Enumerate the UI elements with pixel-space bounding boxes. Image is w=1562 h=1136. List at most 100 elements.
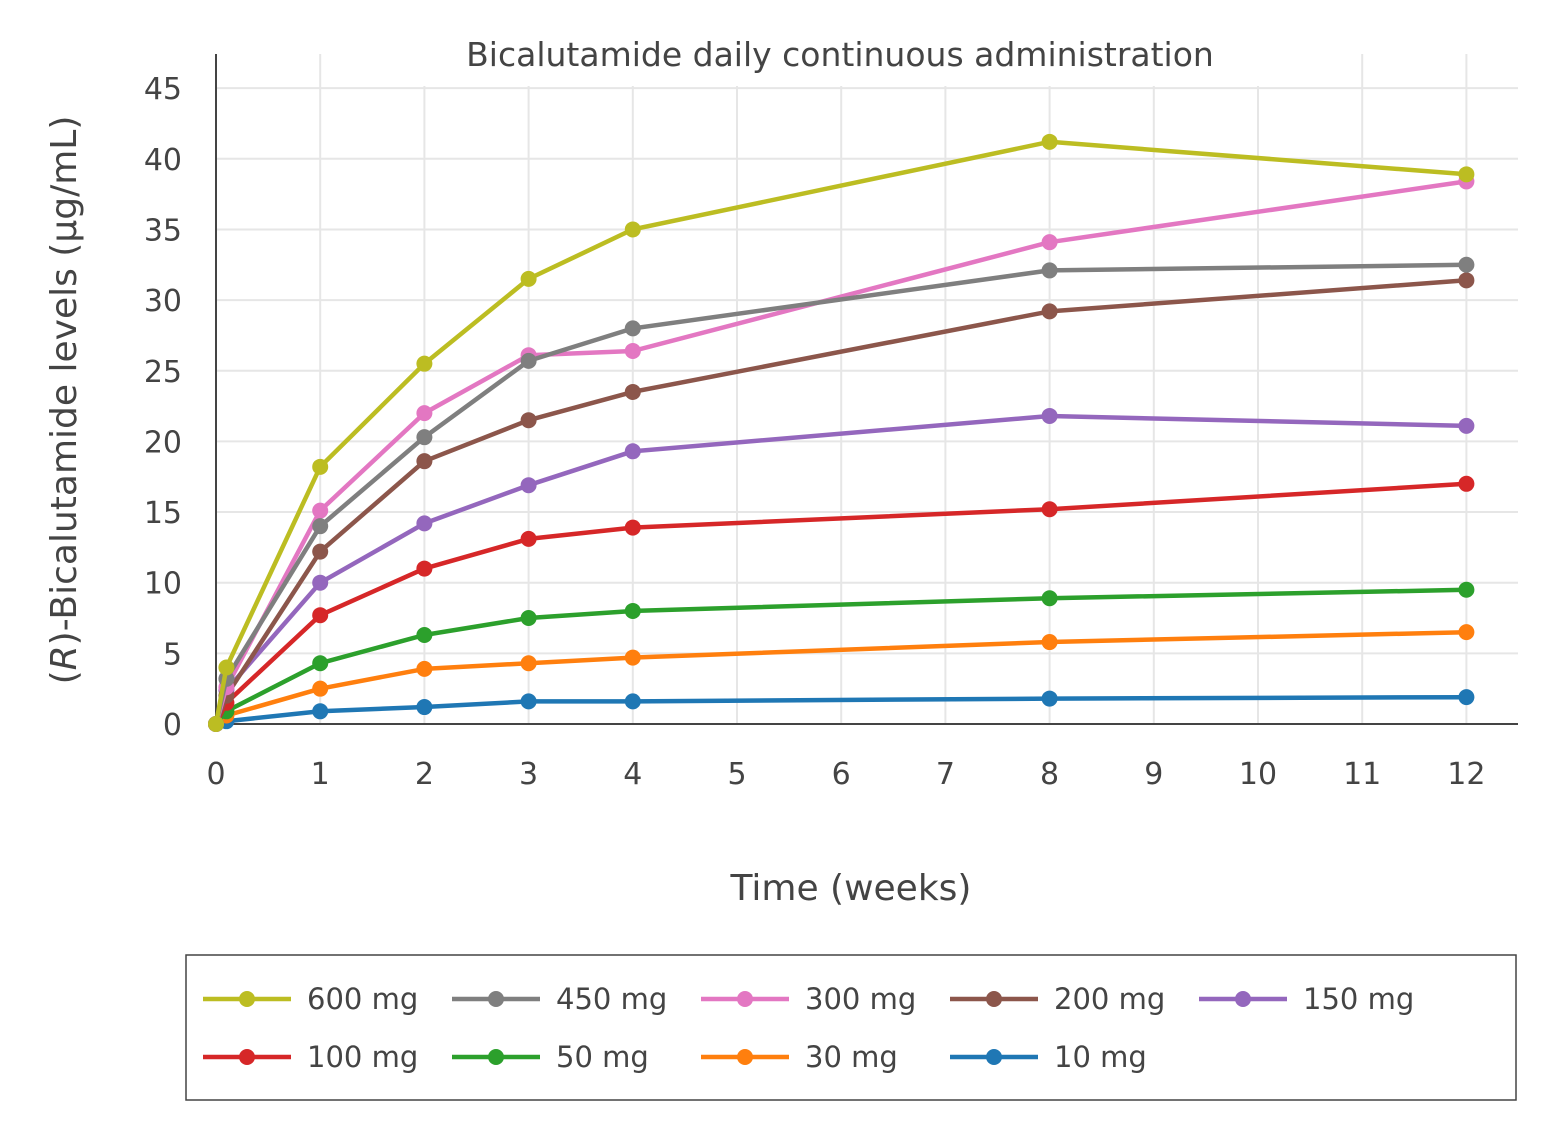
data-point [520, 477, 537, 494]
data-point [624, 693, 641, 710]
data-point [1041, 590, 1058, 607]
series-line [214, 587, 1467, 726]
x-tick-label: 7 [936, 757, 955, 792]
legend-item: 50 mg [452, 1040, 649, 1074]
legend-label: 10 mg [1054, 1040, 1147, 1074]
series-line [213, 139, 1467, 725]
x-tick-label: 0 [206, 757, 225, 792]
series-200-mg [208, 272, 1475, 732]
data-point [1041, 234, 1058, 251]
data-point [624, 221, 641, 238]
data-point [1458, 272, 1475, 289]
x-tick-label: 5 [727, 757, 746, 792]
legend-item: 150 mg [1199, 982, 1414, 1016]
x-tick-label: 12 [1447, 757, 1485, 792]
data-point [416, 699, 433, 716]
data-point [1041, 133, 1058, 150]
data-point [416, 453, 433, 470]
legend-items: 600 mg 450 mg 300 mg 200 mg 150 mg 100 mg 50 m… [203, 982, 1414, 1074]
y-tick-label: 5 [163, 637, 182, 672]
data-point [1041, 262, 1058, 279]
data-point [520, 270, 537, 287]
data-point [218, 659, 235, 676]
legend-marker [986, 991, 1002, 1007]
legend-label: 450 mg [556, 982, 667, 1016]
series-600-mg [208, 133, 1475, 732]
x-tick-label: 3 [519, 757, 538, 792]
data-point [312, 518, 329, 535]
data-point [520, 530, 537, 547]
data-point [624, 602, 641, 619]
data-point [624, 320, 641, 337]
y-tick-label: 15 [144, 496, 182, 531]
data-point [312, 458, 329, 475]
data-point [1458, 624, 1475, 641]
data-point [1458, 417, 1475, 434]
legend-label: 150 mg [1303, 982, 1414, 1016]
data-point [416, 355, 433, 372]
series-layer [208, 133, 1475, 732]
data-point [624, 342, 641, 359]
gridlines [216, 54, 1518, 724]
legend-marker [239, 1049, 255, 1065]
data-point [1458, 581, 1475, 598]
series-line [213, 278, 1467, 725]
legend-label: 100 mg [307, 1040, 418, 1074]
data-point [1458, 166, 1475, 183]
data-point [416, 429, 433, 446]
legend-item: 30 mg [701, 1040, 898, 1074]
legend-item: 100 mg [203, 1040, 418, 1074]
series-line [215, 694, 1467, 727]
legend: 600 mg 450 mg 300 mg 200 mg 150 mg 100 mg 50 m… [185, 954, 1517, 1101]
data-point [520, 610, 537, 627]
data-point [208, 716, 224, 732]
y-tick-labels: 0 5 10 15 20 25 30 35 40 45 [144, 72, 182, 743]
legend-item: 450 mg [452, 982, 667, 1016]
legend-marker [488, 991, 504, 1007]
data-point [312, 655, 329, 672]
data-point [416, 515, 433, 532]
x-axis-title: Time (weeks) [730, 868, 972, 909]
data-point [312, 703, 329, 720]
legend-label: 200 mg [1054, 982, 1165, 1016]
data-point [312, 543, 329, 560]
x-tick-label: 2 [415, 757, 434, 792]
series-line [213, 262, 1467, 725]
legend-item: 10 mg [950, 1040, 1147, 1074]
series-line [214, 629, 1467, 726]
legend-marker [737, 1049, 753, 1065]
legend-marker [239, 991, 255, 1007]
legend-item: 600 mg [203, 982, 418, 1016]
legend-box [185, 954, 1517, 1101]
data-point [1041, 501, 1058, 518]
x-tick-labels: 0 1 2 3 4 5 6 7 8 9 10 11 12 [206, 757, 1485, 792]
data-point [624, 443, 641, 460]
y-tick-label: 25 [144, 355, 182, 390]
data-point [1041, 690, 1058, 707]
legend-marker [737, 991, 753, 1007]
chart-title: Bicalutamide daily continuous administra… [466, 35, 1214, 74]
data-point [520, 412, 537, 429]
legend-marker [986, 1049, 1002, 1065]
data-point [1458, 475, 1475, 492]
y-tick-label: 20 [144, 425, 182, 460]
x-tick-label: 9 [1144, 757, 1163, 792]
x-tick-label: 6 [832, 757, 851, 792]
data-point [1458, 689, 1475, 706]
legend-label: 600 mg [307, 982, 418, 1016]
data-point [416, 626, 433, 643]
data-point [520, 693, 537, 710]
series-line [213, 179, 1467, 725]
data-point [1458, 256, 1475, 273]
data-point [312, 574, 329, 591]
series-30-mg [208, 624, 1475, 732]
data-point [624, 519, 641, 536]
data-point [312, 607, 329, 624]
legend-label: 30 mg [805, 1040, 898, 1074]
data-point [520, 352, 537, 369]
legend-label: 50 mg [556, 1040, 649, 1074]
data-point [520, 655, 537, 672]
x-tick-label: 4 [623, 757, 642, 792]
data-point [416, 405, 433, 422]
